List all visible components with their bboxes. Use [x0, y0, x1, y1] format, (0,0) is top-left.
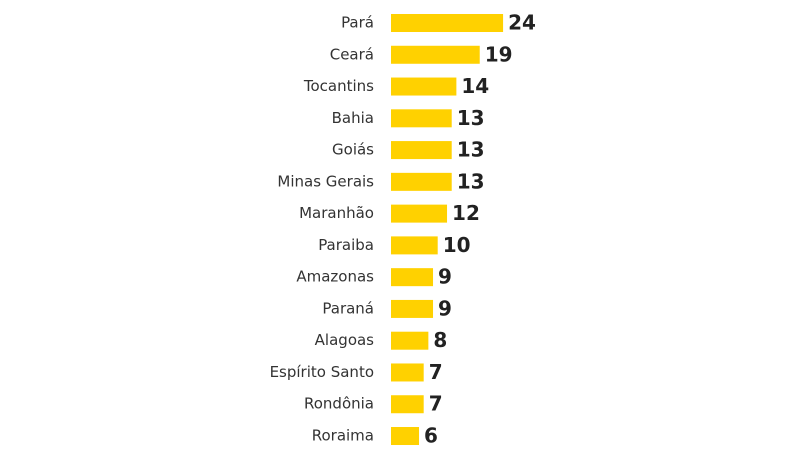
bar [391, 427, 420, 446]
value-label: 12 [452, 201, 480, 225]
bar [391, 109, 452, 128]
bar [391, 331, 429, 350]
value-label: 13 [457, 138, 485, 162]
category-label: Pará [341, 14, 374, 32]
value-label: 9 [438, 296, 452, 320]
category-label: Roraima [312, 427, 374, 445]
category-label: Goiás [332, 141, 374, 159]
bar [391, 204, 448, 223]
category-label: Bahia [332, 109, 374, 127]
value-label: 13 [457, 169, 485, 193]
category-label: Minas Gerais [277, 172, 374, 190]
bar [391, 395, 424, 414]
bar [391, 299, 434, 318]
value-label: 13 [457, 106, 485, 130]
bar [391, 363, 424, 382]
value-label: 6 [424, 424, 438, 448]
value-label: 14 [461, 74, 489, 98]
bar [391, 77, 457, 96]
category-label: Alagoas [315, 331, 375, 349]
category-label: Espírito Santo [270, 363, 374, 381]
value-label: 19 [485, 42, 513, 66]
category-label: Ceará [330, 45, 374, 63]
value-label: 24 [508, 11, 536, 35]
category-label: Maranhão [299, 204, 374, 222]
category-label: Tocantins [303, 77, 374, 95]
value-label: 9 [438, 265, 452, 289]
category-label: Rondônia [304, 395, 374, 413]
value-label: 8 [433, 328, 447, 352]
category-label: Amazonas [296, 268, 374, 286]
category-label: Paraná [322, 299, 374, 317]
value-label: 7 [429, 392, 443, 416]
category-label: Paraiba [318, 236, 374, 254]
bar [391, 172, 452, 191]
bar [391, 14, 504, 32]
bar [391, 45, 480, 64]
bar [391, 236, 438, 255]
bar [391, 141, 452, 160]
value-label: 7 [429, 360, 443, 384]
bar [391, 268, 434, 287]
value-label: 10 [443, 233, 471, 257]
